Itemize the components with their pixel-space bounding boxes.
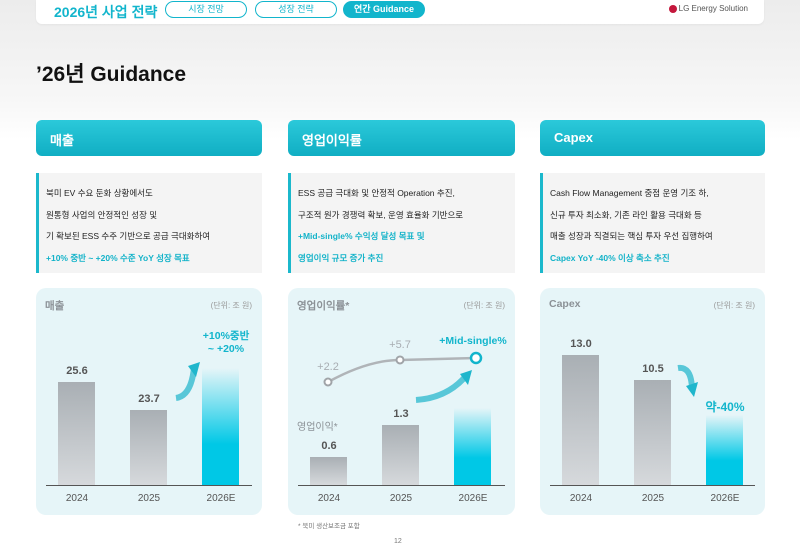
- arrow-head-icon: [686, 382, 698, 397]
- desc-highlight: +10% 중반 ~ +20% 수준 YoY 성장 목표: [46, 252, 190, 263]
- tab-annual-guidance[interactable]: 연간 Guidance: [343, 1, 425, 18]
- target-label: +10%중반: [202, 330, 250, 342]
- bar-2025: [634, 380, 671, 485]
- capex-chart: Capex (단위: 조 원) 2024 13.0 2025 10.5 2026E 약-4…: [540, 288, 765, 515]
- x-tick-label: 2026E: [458, 493, 488, 504]
- bar-2024: [58, 382, 95, 485]
- x-tick-label: 2024: [65, 493, 89, 504]
- desc-line: 원통형 사업의 안정적인 성장 및: [46, 209, 158, 220]
- x-tick-label: 2026E: [710, 493, 740, 504]
- desc-highlight: 영업이익 규모 증가 추진: [298, 252, 384, 263]
- lg-logo-icon: [668, 4, 677, 13]
- growth-arrow: [175, 367, 197, 401]
- desc-highlight: +Mid-single% 수익성 달성 목표 및: [298, 231, 425, 241]
- desc-line: 구조적 원가 경쟁력 확보, 운영 효율화 기반으로: [298, 209, 464, 220]
- tab-growth-strategy[interactable]: 성장 전략: [255, 1, 337, 18]
- section-header-op-margin: 영업이익률: [288, 120, 515, 156]
- section-desc-capex: Cash Flow Management 중점 운영 기조 하, 신규 투자 최…: [540, 173, 765, 273]
- chart-unit: (단위: 조 원): [713, 301, 755, 310]
- section-desc-revenue: 북미 EV 수요 둔화 상황에서도 원통형 사업의 안정적인 성장 및 기 확보…: [36, 173, 262, 273]
- tab-market-outlook[interactable]: 시장 전망: [165, 1, 247, 18]
- chart-unit: (단위: 조 원): [210, 301, 252, 310]
- line-point: [395, 355, 405, 365]
- deck-title: 2026년 사업 전략: [54, 4, 158, 20]
- section-desc-op-margin: ESS 공급 극대화 및 안정적 Operation 추진, 구조적 원가 경쟁…: [288, 173, 515, 273]
- baseline: [46, 485, 252, 486]
- bar-series-label: 영업이익*: [297, 422, 338, 433]
- bar-2026E-target: [454, 408, 491, 485]
- section-header-capex: Capex: [540, 120, 765, 156]
- company-logo: LG Energy Solution: [668, 4, 748, 13]
- bar-2026E-target: [706, 415, 743, 485]
- bar-2024: [562, 355, 599, 485]
- x-tick-label: 2026E: [206, 493, 236, 504]
- data-label: 23.7: [138, 393, 160, 406]
- page-title: ’26년 Guidance: [36, 63, 187, 86]
- bar-2026E-target: [202, 368, 239, 485]
- baseline: [298, 485, 505, 486]
- logo-text: LG Energy Solution: [678, 4, 748, 13]
- data-label: 13.0: [570, 338, 592, 350]
- data-label: 25.6: [66, 365, 88, 378]
- bar-2025: [382, 425, 419, 485]
- arrow-head-icon: [460, 370, 472, 385]
- chart-unit: (단위: 조 원): [463, 301, 505, 310]
- target-label: ~ +20%: [207, 343, 245, 355]
- growth-arrow: [415, 373, 469, 403]
- x-tick-label: 2024: [317, 493, 341, 504]
- data-label: 10.5: [642, 363, 664, 375]
- target-label: +Mid-single%: [439, 335, 507, 347]
- revenue-chart: 매출 (단위: 조 원) 2024 25.6 2025 23.7 2026E +10%중반…: [36, 288, 262, 515]
- line-data-label: +2.2: [317, 361, 339, 373]
- desc-line: ESS 공급 극대화 및 안정적 Operation 추진,: [298, 188, 455, 198]
- page-number: 12: [394, 538, 402, 545]
- section-header-revenue: 매출: [36, 120, 262, 156]
- desc-line: 북미 EV 수요 둔화 상황에서도: [46, 188, 153, 198]
- bar-2024: [310, 457, 347, 485]
- desc-line: 매출 성장과 직결되는 핵심 투자 우선 집행하여: [550, 231, 713, 241]
- footnote: * 북미 생산보조금 포함: [298, 523, 360, 530]
- desc-line: 신규 투자 최소화, 기존 라인 활용 극대화 등: [550, 209, 702, 220]
- arrow-head-icon: [188, 362, 200, 377]
- target-label: 약-40%: [705, 400, 745, 414]
- desc-highlight: Capex YoY -40% 이상 축소 추진: [550, 252, 670, 263]
- op-profit-chart: 영업이익률* (단위: 조 원) 영업이익* 2024 0.6 2025 1.3 202…: [288, 288, 515, 515]
- x-tick-label: 2025: [137, 493, 161, 504]
- bar-2025: [130, 410, 167, 485]
- chart-title: 매출: [45, 300, 65, 312]
- data-label: 1.3: [393, 408, 409, 421]
- baseline: [550, 485, 755, 486]
- line-point: [323, 377, 333, 387]
- chart-title: Capex: [549, 298, 581, 310]
- x-tick-label: 2025: [641, 493, 665, 504]
- x-tick-label: 2024: [569, 493, 593, 504]
- desc-line: Cash Flow Management 중점 운영 기조 하,: [550, 188, 709, 198]
- desc-line: 기 확보된 ESS 수주 기반으로 공급 극대화하여: [46, 231, 211, 241]
- line-point: [469, 351, 483, 365]
- data-label: 0.6: [321, 440, 337, 453]
- line-data-label: +5.7: [389, 338, 411, 351]
- x-tick-label: 2025: [389, 493, 413, 504]
- chart-title: 영업이익률*: [297, 300, 350, 312]
